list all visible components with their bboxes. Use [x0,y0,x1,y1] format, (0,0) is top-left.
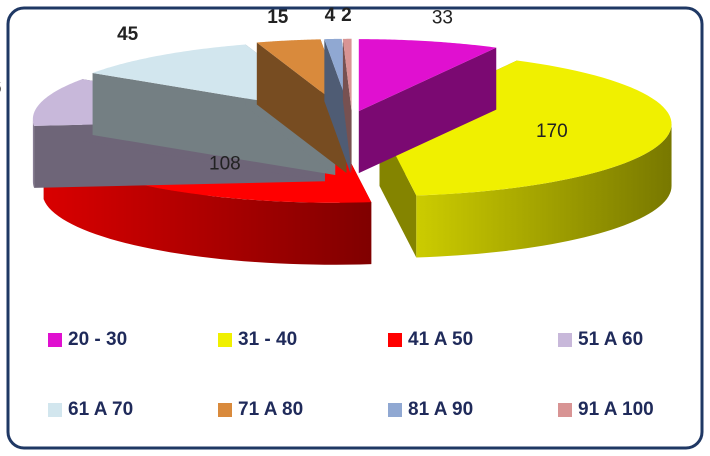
legend-swatch [218,333,232,347]
slice-side [256,42,347,174]
legend-label: 81 A 90 [408,399,473,420]
legend-label: 51 A 60 [578,329,643,350]
value-label: 45 [117,24,139,45]
legend-label: 61 A 70 [68,399,133,420]
slice-wall [416,124,672,258]
value-label: 4 [325,5,336,26]
legend-swatch [558,333,572,347]
slice [342,38,352,111]
slice-side [358,47,497,174]
slice-wall [32,119,35,188]
value-label: 170 [536,121,568,142]
legend-label: 91 A 100 [578,399,654,420]
legend-swatch [388,333,402,347]
legend: 20 - 30 31 - 40 41 A 50 51 A 60 61 A 70 71 A … [48,329,654,420]
slice-side [324,39,351,173]
pie: 33 170 108 46 45 15 42 [0,5,672,265]
legend-label: 20 - 30 [68,329,127,350]
slice-side [92,72,336,176]
legend-swatch [558,403,572,417]
slice-wall [43,137,372,265]
legend-label: 41 A 50 [408,329,473,350]
slice [358,39,497,112]
legend-swatch [218,403,232,417]
value-label: 108 [209,153,241,174]
value-label: 15 [267,7,289,28]
legend-swatch [48,403,62,417]
slice [256,39,347,112]
value-label: 2 [341,5,352,26]
value-label: 33 [432,8,453,29]
value-label: 46 [0,77,1,98]
legend-label: 71 A 80 [238,399,303,420]
legend-label: 31 - 40 [238,329,297,350]
legend-swatch [388,403,402,417]
slice-side [342,38,352,173]
legend-swatch [48,333,62,347]
